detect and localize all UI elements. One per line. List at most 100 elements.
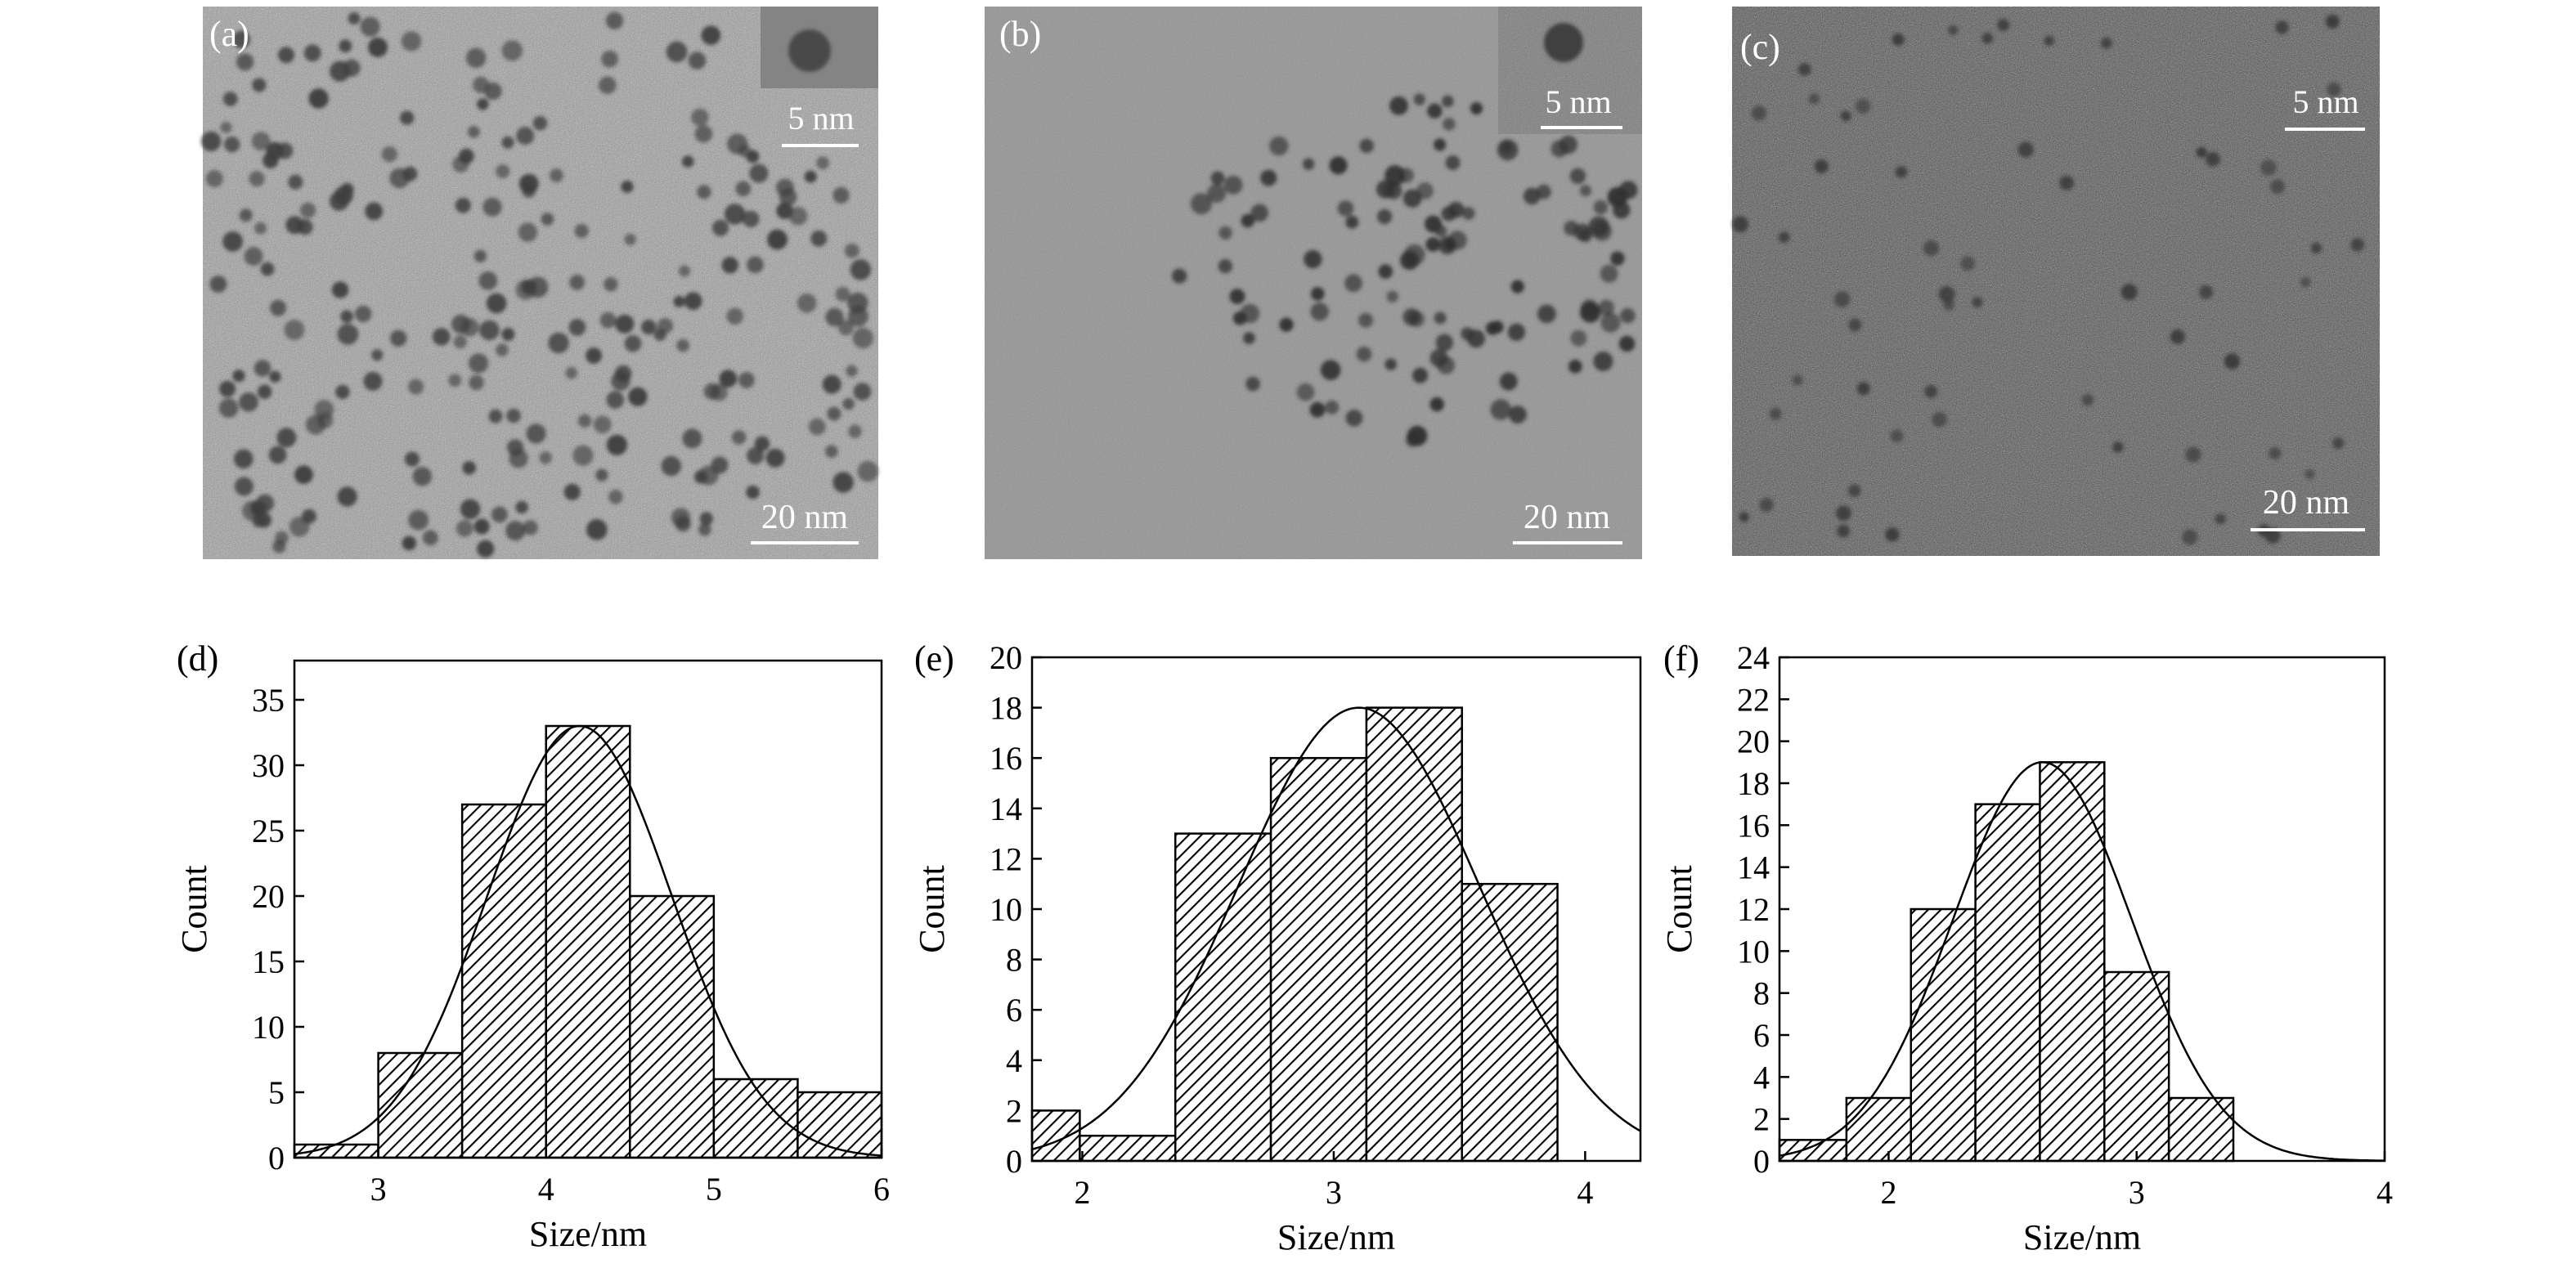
nanoparticle: [1218, 226, 1232, 240]
nanoparticle: [710, 383, 728, 401]
nanoparticle: [1848, 484, 1861, 497]
nanoparticle: [2270, 179, 2286, 195]
nanoparticle: [348, 12, 361, 25]
nanoparticle: [1619, 181, 1638, 199]
nanoparticle: [671, 508, 691, 527]
nanoparticle: [432, 328, 451, 346]
nanoparticle: [719, 370, 738, 388]
nanoparticle: [1769, 407, 1782, 420]
y-tick-label: 20: [252, 878, 285, 915]
nanoparticle: [1923, 240, 1940, 257]
nanoparticle: [1445, 155, 1461, 170]
nanoparticle: [1856, 382, 1870, 396]
nanoparticle: [1833, 291, 1851, 307]
nanoparticle: [822, 374, 841, 394]
histogram-bar: [2103, 970, 2170, 1163]
micrograph-a: (a) 5 nm 20 nm: [201, 7, 879, 559]
nanoparticle: [401, 31, 422, 52]
nanoparticle: [2350, 238, 2364, 252]
nanoparticle: [572, 445, 594, 466]
nanoparticle: [254, 360, 272, 377]
histogram-e: (e) 0 2 4 6 8 10 12 14 16 18 20 2 3 4 Size/nm Count: [912, 639, 1642, 1257]
nanoparticle: [1345, 215, 1359, 229]
nanoparticle: [220, 121, 232, 133]
nanoparticle: [666, 41, 688, 63]
nanoparticle: [601, 50, 618, 68]
nanoparticle: [518, 222, 538, 242]
nanoparticle: [501, 328, 515, 341]
nanoparticle: [2185, 446, 2201, 463]
nanoparticle: [684, 292, 702, 311]
nanoparticle: [308, 88, 329, 109]
histogram-bar: [712, 1078, 799, 1159]
nanoparticle: [1997, 19, 2010, 31]
micrograph-a-particles: [201, 11, 879, 558]
nanoparticle: [306, 414, 326, 435]
nanoparticle: [697, 185, 711, 199]
nanoparticle: [402, 535, 416, 551]
nanoparticle: [1309, 401, 1326, 418]
nanoparticle: [1510, 280, 1524, 293]
nanoparticle: [1241, 213, 1255, 228]
nanoparticle: [1443, 118, 1456, 131]
nanoparticle: [501, 40, 523, 61]
nanoparticle: [232, 30, 250, 49]
nanoparticle: [1924, 385, 1938, 398]
micrograph-b-inset-particle: [1544, 23, 1583, 62]
nanoparticle: [825, 307, 844, 327]
nanoparticle: [1296, 383, 1315, 401]
nanoparticle: [1620, 307, 1636, 324]
nanoparticle: [234, 477, 254, 496]
y-tick-label: 8: [1753, 975, 1770, 1012]
nanoparticle: [486, 293, 507, 314]
y-axis-label: Count: [174, 865, 214, 953]
nanoparticle: [615, 314, 635, 334]
nanoparticle: [767, 229, 788, 250]
x-tick-label: 4: [1577, 1174, 1593, 1211]
nanoparticle: [1359, 138, 1374, 154]
nanoparticle: [676, 338, 689, 352]
nanoparticle: [628, 387, 648, 406]
x-axis-label: Size/nm: [1277, 1217, 1395, 1257]
nanoparticle: [1442, 95, 1454, 108]
nanoparticle: [1610, 251, 1625, 266]
nanoparticle: [285, 216, 304, 235]
panel-label-b: (b): [999, 14, 1041, 54]
nanoparticle: [251, 132, 271, 151]
nanoparticle: [550, 168, 563, 183]
nanoparticle: [746, 485, 760, 500]
nanoparticle: [1751, 105, 1766, 121]
nanoparticle: [2081, 394, 2094, 406]
nanoparticle: [539, 451, 552, 464]
nanoparticle: [1345, 409, 1363, 427]
nanoparticle: [467, 125, 480, 138]
nanoparticle: [568, 319, 586, 336]
nanoparticle: [624, 233, 636, 246]
nanoparticle: [252, 78, 267, 92]
nanoparticle: [661, 455, 681, 477]
nanoparticle: [611, 371, 631, 391]
nanoparticle: [491, 506, 508, 523]
scale-bar-inset-label-b: 5 nm: [1545, 83, 1611, 120]
nanoparticle: [1425, 237, 1441, 252]
nanoparticle: [1938, 286, 1955, 302]
nanoparticle: [2101, 37, 2112, 49]
y-tick-label: 18: [1737, 765, 1770, 802]
nanoparticle: [832, 186, 850, 204]
nanoparticle: [1895, 166, 1908, 178]
nanoparticle: [1600, 264, 1618, 283]
nanoparticle: [765, 448, 785, 468]
y-tick-label: 20: [990, 639, 1022, 676]
nanoparticle: [693, 470, 708, 484]
x-tick-label: 6: [873, 1171, 890, 1208]
nanoparticle: [1378, 264, 1393, 279]
histogram-bar: [1778, 1139, 1848, 1163]
nanoparticle: [1537, 304, 1556, 324]
histogram-bar: [2167, 1096, 2235, 1163]
nanoparticle: [810, 230, 828, 247]
nanoparticle: [371, 349, 384, 361]
nanoparticle: [2044, 35, 2055, 47]
y-tick-label: 15: [252, 943, 285, 980]
